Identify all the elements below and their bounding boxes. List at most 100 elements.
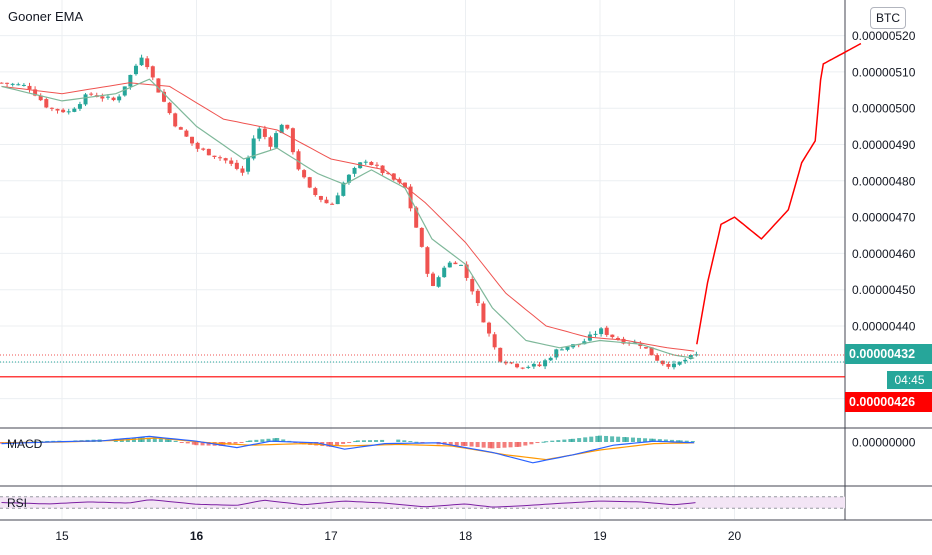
macd-hist-bar-down	[490, 442, 495, 449]
macd-hist-bar-up	[396, 439, 401, 442]
candle-body-up	[688, 354, 693, 359]
macd-hist-bar-up	[260, 439, 265, 442]
candle-body-down	[386, 172, 391, 174]
price-axis-label: 0.00000510	[852, 65, 916, 79]
macd-hist-bar-down	[185, 442, 190, 444]
candle-body-up	[599, 328, 604, 335]
time-axis-label: 16	[190, 529, 204, 543]
time-axis-label: 17	[324, 529, 338, 543]
macd-hist-bar-up	[676, 440, 681, 442]
candle-body-up	[117, 96, 122, 101]
currency-badge[interactable]: BTC	[870, 7, 906, 29]
macd-hist-bar-up	[556, 440, 561, 442]
macd-hist-bar-down	[523, 442, 528, 446]
candle-body-up	[677, 361, 682, 365]
candle-body-down	[268, 137, 273, 147]
macd-hist-bar-down	[496, 442, 501, 449]
candle-body-up	[122, 86, 127, 96]
macd-hist-bar-up	[643, 438, 648, 442]
candle-body-down	[184, 130, 189, 137]
projection-drawing	[696, 42, 862, 345]
macd-hist-bar-up	[624, 437, 629, 442]
rsi-pane	[0, 496, 845, 509]
macd-hist-bar-down	[502, 442, 507, 448]
macd-hist-bar-up	[657, 439, 662, 442]
macd-hist-bar-up	[544, 441, 549, 443]
candle-body-up	[251, 138, 256, 159]
candle-body-down	[0, 82, 4, 84]
bar-countdown-tag: 04:45	[887, 371, 932, 389]
macd-hist-bar-down	[460, 442, 465, 446]
candle-body-down	[660, 360, 665, 365]
macd-hist-bar-up	[275, 438, 280, 442]
candle-body-down	[167, 102, 172, 114]
macd-hist-bar-up	[622, 437, 627, 442]
candle-body-up	[559, 349, 564, 351]
time-axis-label: 19	[593, 529, 607, 543]
candle-body-down	[425, 247, 430, 274]
price-axis-label: 0.00000470	[852, 211, 916, 225]
candle-body-down	[481, 303, 486, 323]
candle-body-down	[643, 347, 648, 349]
candle-body-up	[77, 104, 82, 109]
candle-body-up	[16, 84, 21, 86]
candle-body-up	[346, 174, 351, 183]
candle-body-down	[498, 347, 503, 362]
macd-hist-bar-up	[402, 440, 407, 442]
last-price-tag: 0.00000432	[845, 344, 932, 364]
candle-body-up	[565, 346, 570, 350]
candle-body-up	[279, 124, 284, 134]
candle-body-up	[526, 366, 531, 368]
macd-hist-bar-down	[463, 442, 468, 446]
candle-body-down	[515, 363, 520, 368]
macd-hist-bar-down	[200, 442, 205, 446]
macd-hist-bar-up	[598, 435, 602, 442]
candle-body-up	[72, 108, 77, 112]
candle-body-up	[21, 84, 26, 86]
candle-body-down	[470, 279, 475, 292]
macd-hist-bar-down	[206, 442, 211, 446]
candle-body-down	[464, 264, 469, 278]
time-axis-label: 20	[728, 529, 742, 543]
candle-body-down	[150, 66, 155, 78]
candle-body-up	[66, 111, 71, 113]
candle-body-down	[503, 362, 508, 364]
price-axis-label: 0.00000520	[852, 29, 916, 43]
candle-body-up	[671, 363, 676, 368]
macd-hist-bar-down	[191, 442, 196, 445]
macd-label: MACD	[7, 437, 43, 451]
macd-hist-bar-up	[577, 438, 582, 442]
macd-hist-bar-up	[595, 435, 600, 442]
macd-hist-bar-down	[529, 442, 534, 445]
macd-line	[1, 435, 695, 464]
candle-body-up	[683, 359, 688, 362]
candle-body-down	[44, 99, 49, 108]
candle-body-down	[615, 337, 620, 340]
macd-hist-bar-down	[508, 442, 513, 448]
candle-body-up	[459, 264, 464, 266]
candle-body-down	[296, 151, 301, 170]
macd-hist-bar-up	[245, 440, 250, 442]
candle-body-up	[543, 360, 548, 367]
candle-body-down	[604, 327, 609, 335]
candle-body-down	[430, 273, 435, 286]
macd-hist-bar-down	[514, 442, 519, 447]
macd-hist-bar-up	[39, 441, 44, 443]
macd-hist-bar-down	[326, 442, 331, 447]
candle-body-down	[229, 160, 234, 164]
macd-hist-bar-up	[610, 436, 615, 442]
candle-body-down	[492, 334, 497, 348]
macd-hist-bar-up	[158, 438, 163, 442]
support-price-tag: 0.00000426	[845, 392, 932, 412]
rsi-label: RSI	[7, 496, 28, 510]
macd-hist-bar-down	[335, 442, 340, 446]
candle-body-down	[302, 170, 307, 178]
time-axis-label: 15	[55, 529, 69, 543]
macd-hist-bar-down	[475, 442, 480, 448]
candle-body-down	[100, 96, 105, 99]
macd-hist-bar-up	[167, 439, 172, 442]
candle-body-up	[442, 267, 447, 278]
candle-body-up	[341, 182, 346, 196]
